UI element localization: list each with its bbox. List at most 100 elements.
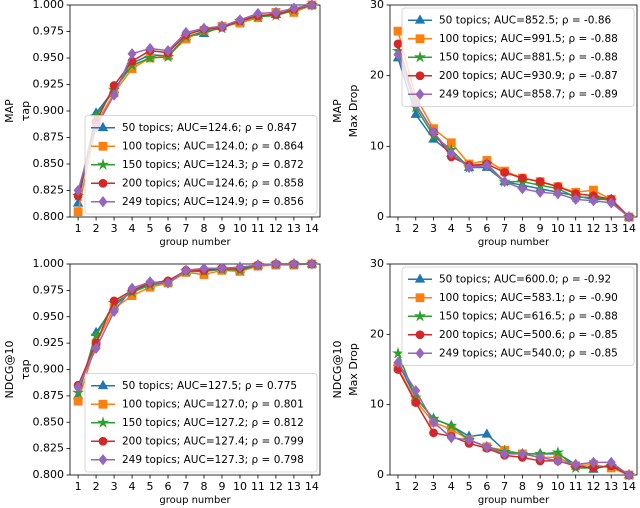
y-tick-label: 10 [370, 398, 384, 411]
y-tick-label: 0.925 [33, 336, 65, 349]
x-tick-label: 10 [233, 222, 247, 235]
subplot: 1 2 3 4 5 6 7 8 9 10 11 12 13 140.8000.8250.8500.8750… [3, 0, 321, 248]
y-tick-label: 0.900 [33, 104, 65, 117]
marker [307, 0, 317, 11]
y-axis-label: τap [19, 101, 32, 121]
legend-label: 100 topics; AUC=583.1; ρ = -0.90 [439, 292, 618, 304]
legend-marker [415, 88, 425, 100]
marker [235, 261, 245, 273]
legend-marker [97, 121, 109, 132]
marker [235, 14, 245, 26]
marker [445, 419, 458, 431]
marker [624, 211, 634, 223]
y-tick-label: 30 [370, 0, 384, 11]
y-axis-label: NDCG@10 [331, 341, 344, 399]
marker [553, 455, 563, 467]
marker [517, 448, 527, 460]
x-tick-label: 4 [448, 480, 455, 493]
x-tick-label: 10 [233, 480, 247, 493]
marker [517, 183, 527, 195]
marker [517, 173, 527, 183]
marker [73, 396, 83, 406]
y-tick-label: 20 [370, 69, 384, 82]
x-axis-label: group number [478, 495, 550, 506]
legend-label: 50 topics; AUC=600.0; ρ = -0.92 [439, 273, 611, 285]
marker [199, 22, 209, 34]
legend: 50 topics; AUC=600.0; ρ = -0.92 100 topic… [401, 266, 635, 366]
marker [271, 258, 281, 270]
plot-frame [389, 4, 638, 218]
marker [73, 381, 83, 394]
x-tick-label: 4 [129, 222, 136, 235]
legend-box [401, 266, 635, 366]
y-tick-label: 0.975 [33, 25, 65, 38]
legend-label: 200 topics; AUC=124.6; ρ = 0.858 [122, 177, 304, 189]
y-axis-label: Max Drop [347, 343, 360, 396]
legend-marker [98, 178, 108, 188]
x-axis-label: group number [159, 237, 231, 248]
legend-label: 100 topics; AUC=991.5; ρ = -0.88 [439, 33, 618, 45]
marker [535, 451, 545, 464]
marker [481, 428, 493, 438]
legend-label: 150 topics; AUC=881.5; ρ = -0.88 [439, 51, 618, 63]
marker [143, 51, 157, 64]
marker [535, 186, 545, 198]
x-tick-label: 10 [551, 480, 565, 493]
series-line [77, 263, 312, 386]
x-tick-label: 7 [183, 480, 190, 493]
x-tick-label: 12 [586, 480, 600, 493]
legend-box [401, 7, 635, 107]
x-tick-label: 3 [111, 222, 118, 235]
x-tick-label: 5 [147, 480, 154, 493]
marker [553, 188, 563, 200]
x-tick-label: 14 [622, 222, 636, 235]
marker [109, 305, 119, 318]
x-tick-label: 3 [111, 480, 118, 493]
x-tick-label: 8 [519, 222, 526, 235]
marker [588, 456, 598, 468]
marker [163, 44, 173, 57]
x-tick-label: 2 [412, 480, 419, 493]
y-tick-label: 0 [377, 210, 384, 223]
marker [289, 2, 299, 14]
y-tick-label: 0.800 [33, 210, 65, 223]
legend-marker [415, 293, 425, 303]
x-tick-label: 12 [269, 222, 283, 235]
marker [500, 168, 510, 177]
x-tick-label: 8 [519, 480, 526, 493]
y-tick-label: 0.800 [33, 468, 65, 481]
x-tick-label: 6 [483, 480, 490, 493]
y-axis-label: Max Drop [347, 85, 360, 138]
marker [127, 282, 137, 294]
y-tick-label: 10 [370, 139, 384, 152]
x-tick-label: 13 [604, 222, 618, 235]
legend-label: 200 topics; AUC=930.9; ρ = -0.87 [439, 70, 618, 82]
marker [500, 176, 510, 188]
legend-marker [415, 71, 425, 81]
x-tick-label: 13 [604, 480, 618, 493]
marker [411, 384, 421, 397]
marker [271, 6, 281, 19]
x-tick-label: 11 [569, 480, 583, 493]
x-tick-label: 5 [466, 480, 473, 493]
marker [571, 193, 581, 205]
y-tick-label: 0.875 [33, 389, 65, 402]
y-tick-label: 0.875 [33, 131, 65, 144]
marker [429, 428, 438, 438]
marker [464, 161, 474, 174]
y-tick-label: 0.950 [33, 310, 65, 323]
x-tick-label: 6 [483, 222, 490, 235]
marker [500, 448, 510, 460]
x-tick-label: 4 [129, 480, 136, 493]
y-tick-label: 0.825 [33, 442, 65, 455]
marker [109, 296, 119, 306]
legend-label: 249 topics; AUC=127.3; ρ = 0.798 [122, 454, 304, 466]
x-tick-label: 1 [394, 480, 401, 493]
x-tick-label: 3 [430, 480, 437, 493]
x-tick-label: 8 [200, 480, 207, 493]
x-tick-label: 13 [287, 222, 301, 235]
legend: 50 topics; AUC=127.5; ρ = 0.775 100 topic… [84, 373, 318, 473]
x-tick-label: 5 [147, 222, 154, 235]
